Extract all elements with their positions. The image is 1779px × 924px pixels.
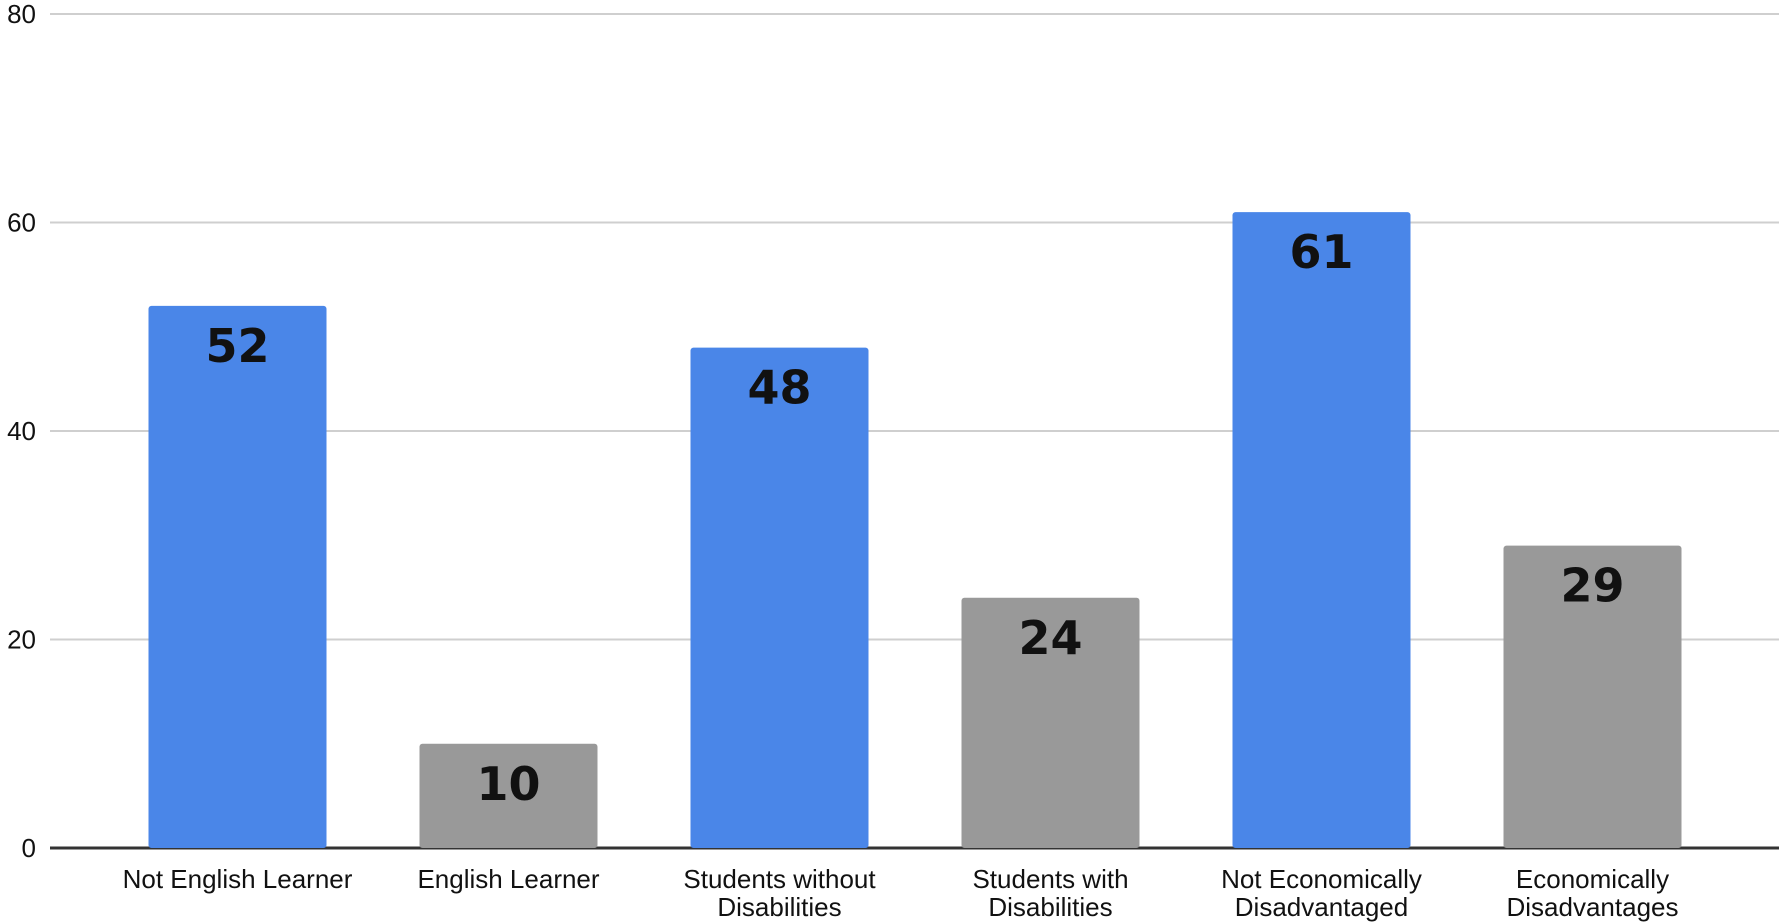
bar [961,597,1140,848]
data-label: 48 [747,361,811,415]
x-tick-label: Not Economically Disadvantaged [1221,864,1422,922]
y-tick-label: 60 [7,208,36,238]
data-label: 29 [1560,559,1624,613]
data-label: 61 [1289,225,1353,279]
bars-layer [148,212,1682,848]
x-tick-label: Not English Learner [123,864,353,894]
x-tick-label: English Learner [417,864,599,894]
x-tick-label: Students without Disabilities [683,864,876,922]
labels-layer: 52 10 48 24 61 29 [205,225,1624,811]
data-label: 52 [205,319,269,373]
y-tick-label: 0 [22,833,36,863]
bar [1503,545,1682,848]
y-tick-label: 80 [7,0,36,29]
bar [1232,212,1411,848]
x-tick-label: Economically Disadvantages [1507,864,1679,922]
y-tick-label: 40 [7,416,36,446]
data-label: 24 [1018,611,1082,665]
bar [419,743,598,848]
y-tick-label: 20 [7,625,36,655]
data-label: 10 [476,757,540,811]
bar [148,305,327,848]
x-axis-labels: Not English Learner English Learner Studen… [123,864,1679,922]
x-tick-label: Students with Disabilities [972,864,1128,922]
grid-layer [50,13,1779,850]
y-axis-ticks: 0 20 40 60 80 [7,0,36,863]
bar [690,347,869,848]
